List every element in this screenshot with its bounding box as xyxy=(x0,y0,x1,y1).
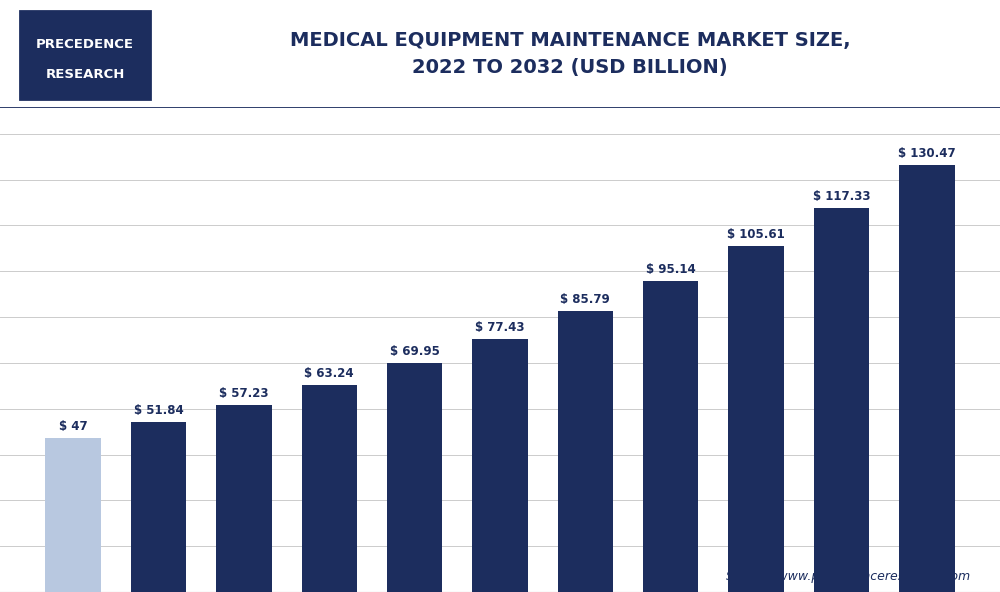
Bar xyxy=(131,422,186,592)
Bar xyxy=(814,208,869,592)
FancyBboxPatch shape xyxy=(20,11,150,99)
Bar xyxy=(643,281,698,592)
Bar xyxy=(45,438,101,592)
Text: $ 130.47: $ 130.47 xyxy=(898,147,956,160)
Bar xyxy=(728,246,784,592)
Text: $ 57.23: $ 57.23 xyxy=(219,387,269,400)
Text: $ 85.79: $ 85.79 xyxy=(560,293,610,306)
Text: $ 95.14: $ 95.14 xyxy=(646,263,696,276)
Bar xyxy=(387,363,442,592)
Text: RESEARCH: RESEARCH xyxy=(45,68,125,81)
Text: $ 63.24: $ 63.24 xyxy=(304,367,354,380)
Text: $ 69.95: $ 69.95 xyxy=(390,345,440,358)
Text: $ 105.61: $ 105.61 xyxy=(727,229,785,242)
Bar xyxy=(472,339,528,592)
Text: PRECEDENCE: PRECEDENCE xyxy=(36,38,134,51)
Text: $ 51.84: $ 51.84 xyxy=(134,404,183,417)
Text: Source: www.precedenceresearch.com: Source: www.precedenceresearch.com xyxy=(726,570,970,583)
Text: $ 77.43: $ 77.43 xyxy=(475,321,525,334)
Bar xyxy=(302,385,357,592)
Text: $ 117.33: $ 117.33 xyxy=(813,190,870,203)
Bar xyxy=(899,165,955,592)
Bar xyxy=(558,311,613,592)
Text: $ 47: $ 47 xyxy=(59,420,88,433)
Bar xyxy=(216,405,272,592)
Text: MEDICAL EQUIPMENT MAINTENANCE MARKET SIZE,
2022 TO 2032 (USD BILLION): MEDICAL EQUIPMENT MAINTENANCE MARKET SIZ… xyxy=(290,31,850,76)
